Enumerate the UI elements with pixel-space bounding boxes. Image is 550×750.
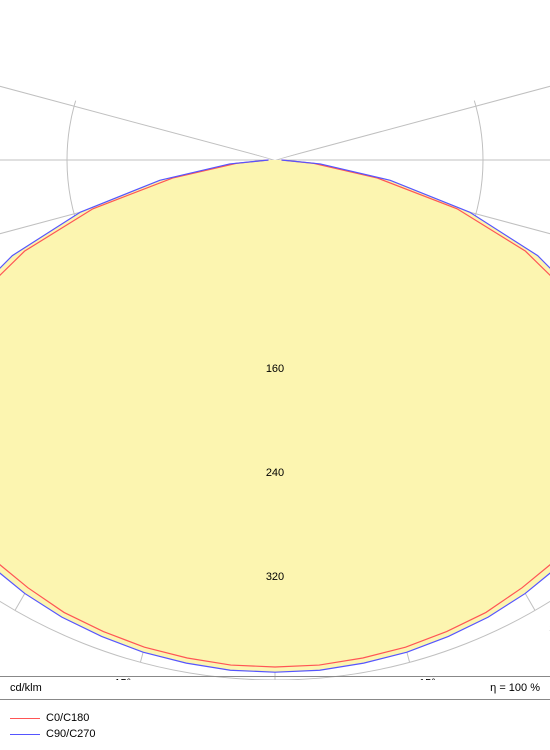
- legend-label-c90: C90/C270: [46, 728, 96, 740]
- svg-text:160: 160: [266, 363, 284, 375]
- plot-svg: 1602403200°15°15°30°30°45°45°60°60°75°75…: [0, 0, 550, 680]
- legend-item-c90: C90/C270: [10, 726, 96, 742]
- efficiency-label: η = 100 %: [490, 682, 540, 694]
- svg-text:30°: 30°: [0, 623, 1, 635]
- unit-label: cd/klm: [10, 682, 42, 694]
- svg-text:320: 320: [266, 571, 284, 583]
- svg-text:240: 240: [266, 467, 284, 479]
- legend-label-c0: C0/C180: [46, 712, 89, 724]
- legend-swatch-c0: [10, 718, 40, 719]
- legend-item-c0: C0/C180: [10, 710, 96, 726]
- legend-swatch-c90: [10, 734, 40, 735]
- legend: C0/C180 C90/C270: [10, 710, 96, 742]
- footer-bar: cd/klm η = 100 %: [0, 676, 550, 700]
- photometric-polar-chart: 1602403200°15°15°30°30°45°45°60°60°75°75…: [0, 0, 550, 750]
